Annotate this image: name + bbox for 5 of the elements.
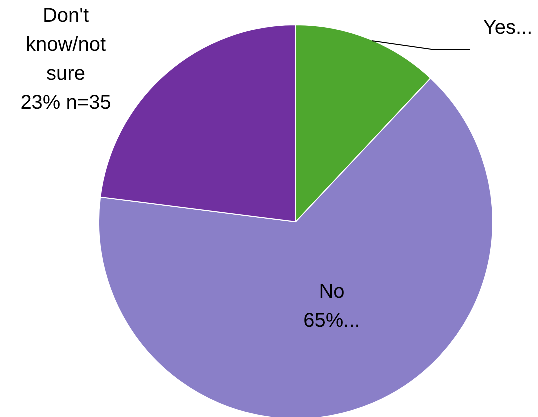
data-label: 65%... — [304, 310, 360, 332]
data-label: 23% n=35 — [20, 92, 112, 114]
slice-label: Don't know/not sure — [26, 5, 106, 85]
slice-label: No — [319, 281, 345, 303]
slice-label: Yes... — [483, 17, 533, 39]
